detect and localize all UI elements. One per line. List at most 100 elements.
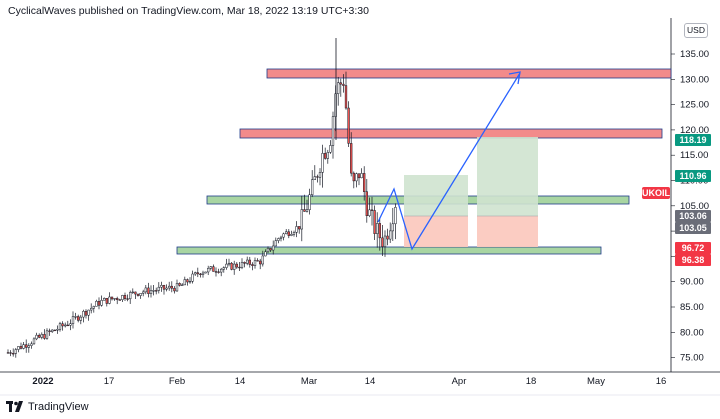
candle-body [350,143,353,174]
support-zone-lower[interactable] [176,246,602,255]
candle-body [368,209,371,216]
candle-body [282,233,285,238]
candle-body [27,345,30,348]
candle-body [136,293,140,296]
candle-body [355,173,358,182]
date-tick-label: 18 [526,376,537,387]
candle-body [313,176,316,180]
candle-body [222,267,225,270]
date-axis[interactable]: 2022 17 Feb 14 Mar 14 Apr 18 May 16 [32,376,666,387]
candle-body [139,293,142,296]
candle-body [298,226,301,230]
candle-body [79,316,82,321]
date-tick-label: Feb [169,376,185,387]
candle-body [318,172,322,178]
candle-body [14,349,17,354]
candle-body [240,261,244,268]
candle-body [342,83,345,86]
candle-body [326,152,329,159]
candle-body [121,295,124,301]
candle-body [363,173,366,192]
candle-body [38,334,41,338]
candle-body [77,316,80,321]
candle-body [51,329,54,332]
candle-body [6,352,10,354]
price-tag-stop-2: 96.38 [675,254,711,266]
candle-body [175,283,179,292]
candle-body [207,268,210,273]
candle-body [165,287,168,290]
candle-body [149,290,153,294]
position-profit-zone-2[interactable] [477,137,538,216]
candle-body [266,248,270,253]
candle-body [376,223,379,234]
position-loss-zone-2[interactable] [477,216,538,247]
candle-body [285,231,288,235]
candle-body [230,262,233,270]
candle-body [118,299,121,301]
candle-body [188,281,192,283]
price-tick-label: 125.00 [680,100,709,111]
symbol-badge: UKOIL [642,187,670,199]
candle-body [157,286,160,291]
candle-body [71,316,75,324]
candle-body [246,259,249,264]
candle-body [97,301,101,306]
candle-body [277,238,280,241]
candle-body [303,209,306,212]
tradingview-footer[interactable]: TradingView [6,399,89,415]
candle-body [344,85,348,109]
candle-body [173,287,176,292]
candle-body [225,263,228,268]
candle-body [196,272,199,275]
candle-body [170,285,173,289]
resistance-zone-upper[interactable] [266,68,672,79]
candle-body [324,153,327,159]
price-tick-label: 130.00 [680,74,709,85]
candle-body [147,287,150,294]
candle-body [337,82,340,94]
candle-body [19,346,23,349]
candle-body [126,298,129,300]
tradingview-logo-icon [6,401,23,412]
currency-label[interactable]: USD [684,23,708,38]
candle-body [295,226,298,233]
date-tick-label: Apr [452,376,467,387]
candle-body [292,232,296,235]
date-tick-label: 17 [104,376,115,387]
candle-body [243,261,246,264]
date-tick-label: May [587,376,605,387]
candle-body [90,307,93,311]
candle-body [321,153,324,173]
candle-body [25,344,28,348]
candle-body [386,235,389,240]
candle-body [261,255,264,265]
publisher-caption: CyclicalWaves published on TradingView.c… [8,5,369,17]
candle-body [9,352,12,354]
candle-body [160,285,163,288]
resistance-zone-middle[interactable] [239,128,663,139]
candle-body [194,272,197,275]
candle-body [331,116,335,146]
candle-body [209,266,212,269]
candle-body [95,301,98,307]
candle-body [329,145,332,153]
candle-body [264,251,267,257]
date-tick-label: 2022 [32,376,53,387]
candle-body [131,291,134,294]
footer-brand: TradingView [28,401,89,413]
candle-body [199,273,202,275]
projection-path[interactable] [377,72,521,251]
candle-body [56,328,59,331]
candle-body [383,235,387,247]
candle-body [162,285,166,290]
candle-body [84,311,88,316]
candle-body [105,298,108,304]
candle-body [233,263,236,270]
candle-body [152,290,155,292]
candle-body [100,300,103,306]
candle-body [391,223,394,232]
candle-body [365,191,368,216]
position-loss-zone-1[interactable] [404,216,468,247]
